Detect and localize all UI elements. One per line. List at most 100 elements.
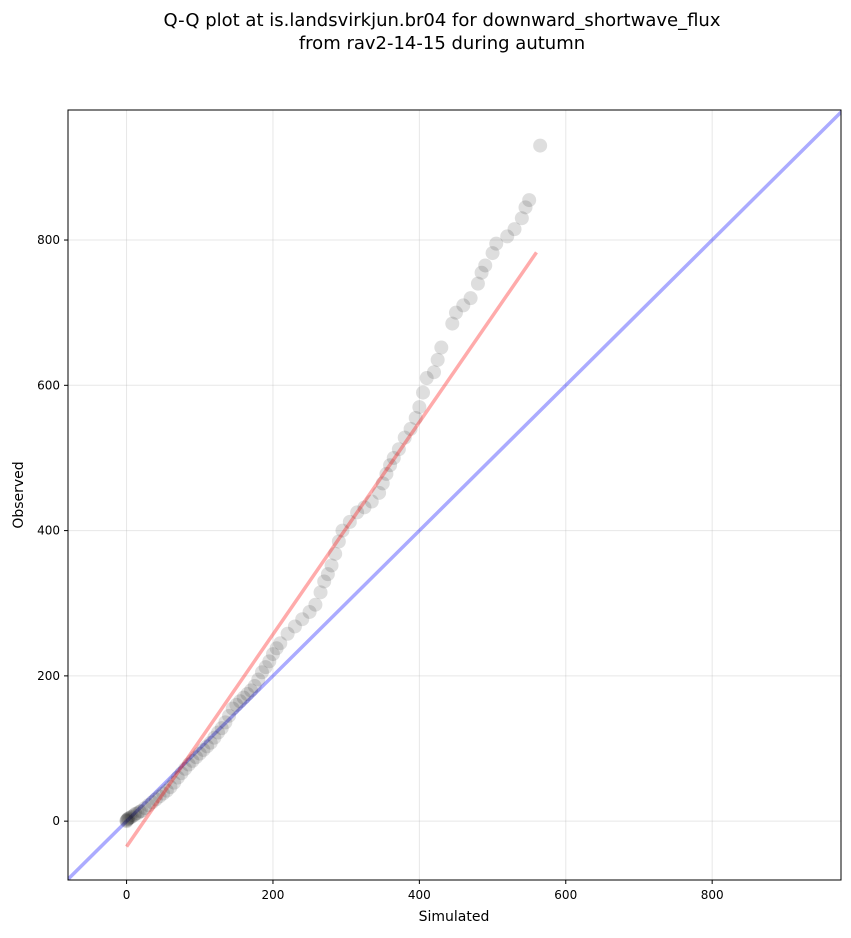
- data-point: [507, 222, 522, 237]
- x-tick-label: 0: [123, 888, 131, 902]
- data-point: [229, 697, 244, 712]
- data-point: [448, 305, 463, 320]
- y-tick-label: 800: [37, 233, 60, 247]
- data-point: [218, 715, 233, 730]
- data-point: [181, 757, 196, 772]
- data-point: [225, 701, 240, 716]
- data-point: [170, 770, 185, 785]
- data-point: [200, 739, 215, 754]
- data-point: [485, 246, 500, 261]
- data-point: [265, 647, 280, 662]
- data-point: [391, 442, 406, 457]
- data-point: [408, 411, 423, 425]
- data-point: [478, 258, 493, 273]
- data-point: [121, 811, 136, 826]
- data-point: [313, 585, 328, 600]
- data-point: [119, 814, 134, 829]
- data-point: [156, 786, 171, 801]
- data-point: [533, 138, 548, 153]
- data-point: [174, 766, 189, 781]
- data-point: [383, 458, 398, 473]
- data-point: [124, 809, 139, 824]
- data-point: [192, 746, 207, 761]
- chart-title-line2: from rav2-14-15 during autumn: [299, 33, 585, 54]
- data-point: [130, 806, 145, 821]
- data-point: [236, 690, 251, 705]
- data-point: [456, 298, 471, 313]
- data-point: [474, 265, 489, 280]
- data-point: [185, 753, 200, 768]
- data-point: [128, 806, 143, 821]
- data-point: [328, 546, 343, 561]
- data-point: [522, 193, 537, 208]
- data-point: [430, 352, 445, 367]
- data-point: [317, 574, 332, 589]
- axes-frame: [67, 109, 842, 881]
- data-point: [500, 229, 515, 244]
- x-tick-label: 400: [408, 888, 431, 902]
- x-axis-label: Simulated: [419, 909, 490, 925]
- x-tick-label: 600: [554, 888, 577, 902]
- data-point: [167, 775, 182, 790]
- y-tick-label: 0: [52, 814, 60, 828]
- y-tick-label: 400: [37, 524, 60, 538]
- data-point: [134, 803, 149, 818]
- data-point: [258, 660, 273, 675]
- data-point: [262, 654, 277, 669]
- data-point: [132, 804, 147, 819]
- data-point: [222, 708, 237, 723]
- data-point: [137, 801, 152, 816]
- data-point: [269, 641, 284, 656]
- data-point: [514, 211, 529, 226]
- data-point: [126, 808, 141, 823]
- data-point: [280, 626, 295, 641]
- data-point: [120, 812, 135, 827]
- data-point: [211, 725, 226, 740]
- data-point: [379, 466, 394, 481]
- data-point: [308, 597, 323, 612]
- data-point: [518, 200, 533, 215]
- data-point: [372, 485, 387, 500]
- data-point: [123, 810, 138, 825]
- data-point: [121, 811, 136, 826]
- data-point: [196, 742, 211, 757]
- data-point: [445, 316, 460, 331]
- data-point: [251, 672, 266, 687]
- data-point: [152, 789, 167, 804]
- data-point: [159, 783, 174, 798]
- data-point: [254, 665, 269, 680]
- data-point: [342, 514, 357, 529]
- data-point: [148, 792, 163, 807]
- data-point: [119, 813, 134, 828]
- data-point: [397, 430, 412, 445]
- data-point: [287, 619, 302, 634]
- data-point: [178, 761, 193, 776]
- y-axis-label: Observed: [11, 461, 27, 528]
- data-point: [331, 534, 346, 549]
- data-point: [141, 798, 156, 813]
- data-point: [189, 750, 204, 765]
- x-tick-label: 200: [262, 888, 285, 902]
- data-point: [386, 450, 401, 465]
- data-point: [350, 505, 365, 520]
- data-point: [419, 371, 434, 386]
- data-point: [145, 795, 160, 810]
- data-point: [357, 500, 372, 515]
- data-point: [324, 558, 339, 573]
- data-point: [470, 276, 485, 291]
- data-point: [364, 494, 379, 509]
- data-point: [375, 476, 390, 491]
- data-point: [273, 636, 288, 651]
- data-point: [427, 365, 442, 380]
- data-point: [335, 523, 350, 538]
- data-point: [214, 721, 229, 736]
- data-point: [489, 236, 504, 251]
- data-point: [412, 400, 427, 415]
- y-tick-label: 200: [37, 669, 60, 683]
- y-tick-label: 600: [37, 378, 60, 392]
- data-point: [240, 687, 255, 702]
- x-tick-label: 800: [701, 888, 724, 902]
- data-point: [247, 679, 262, 694]
